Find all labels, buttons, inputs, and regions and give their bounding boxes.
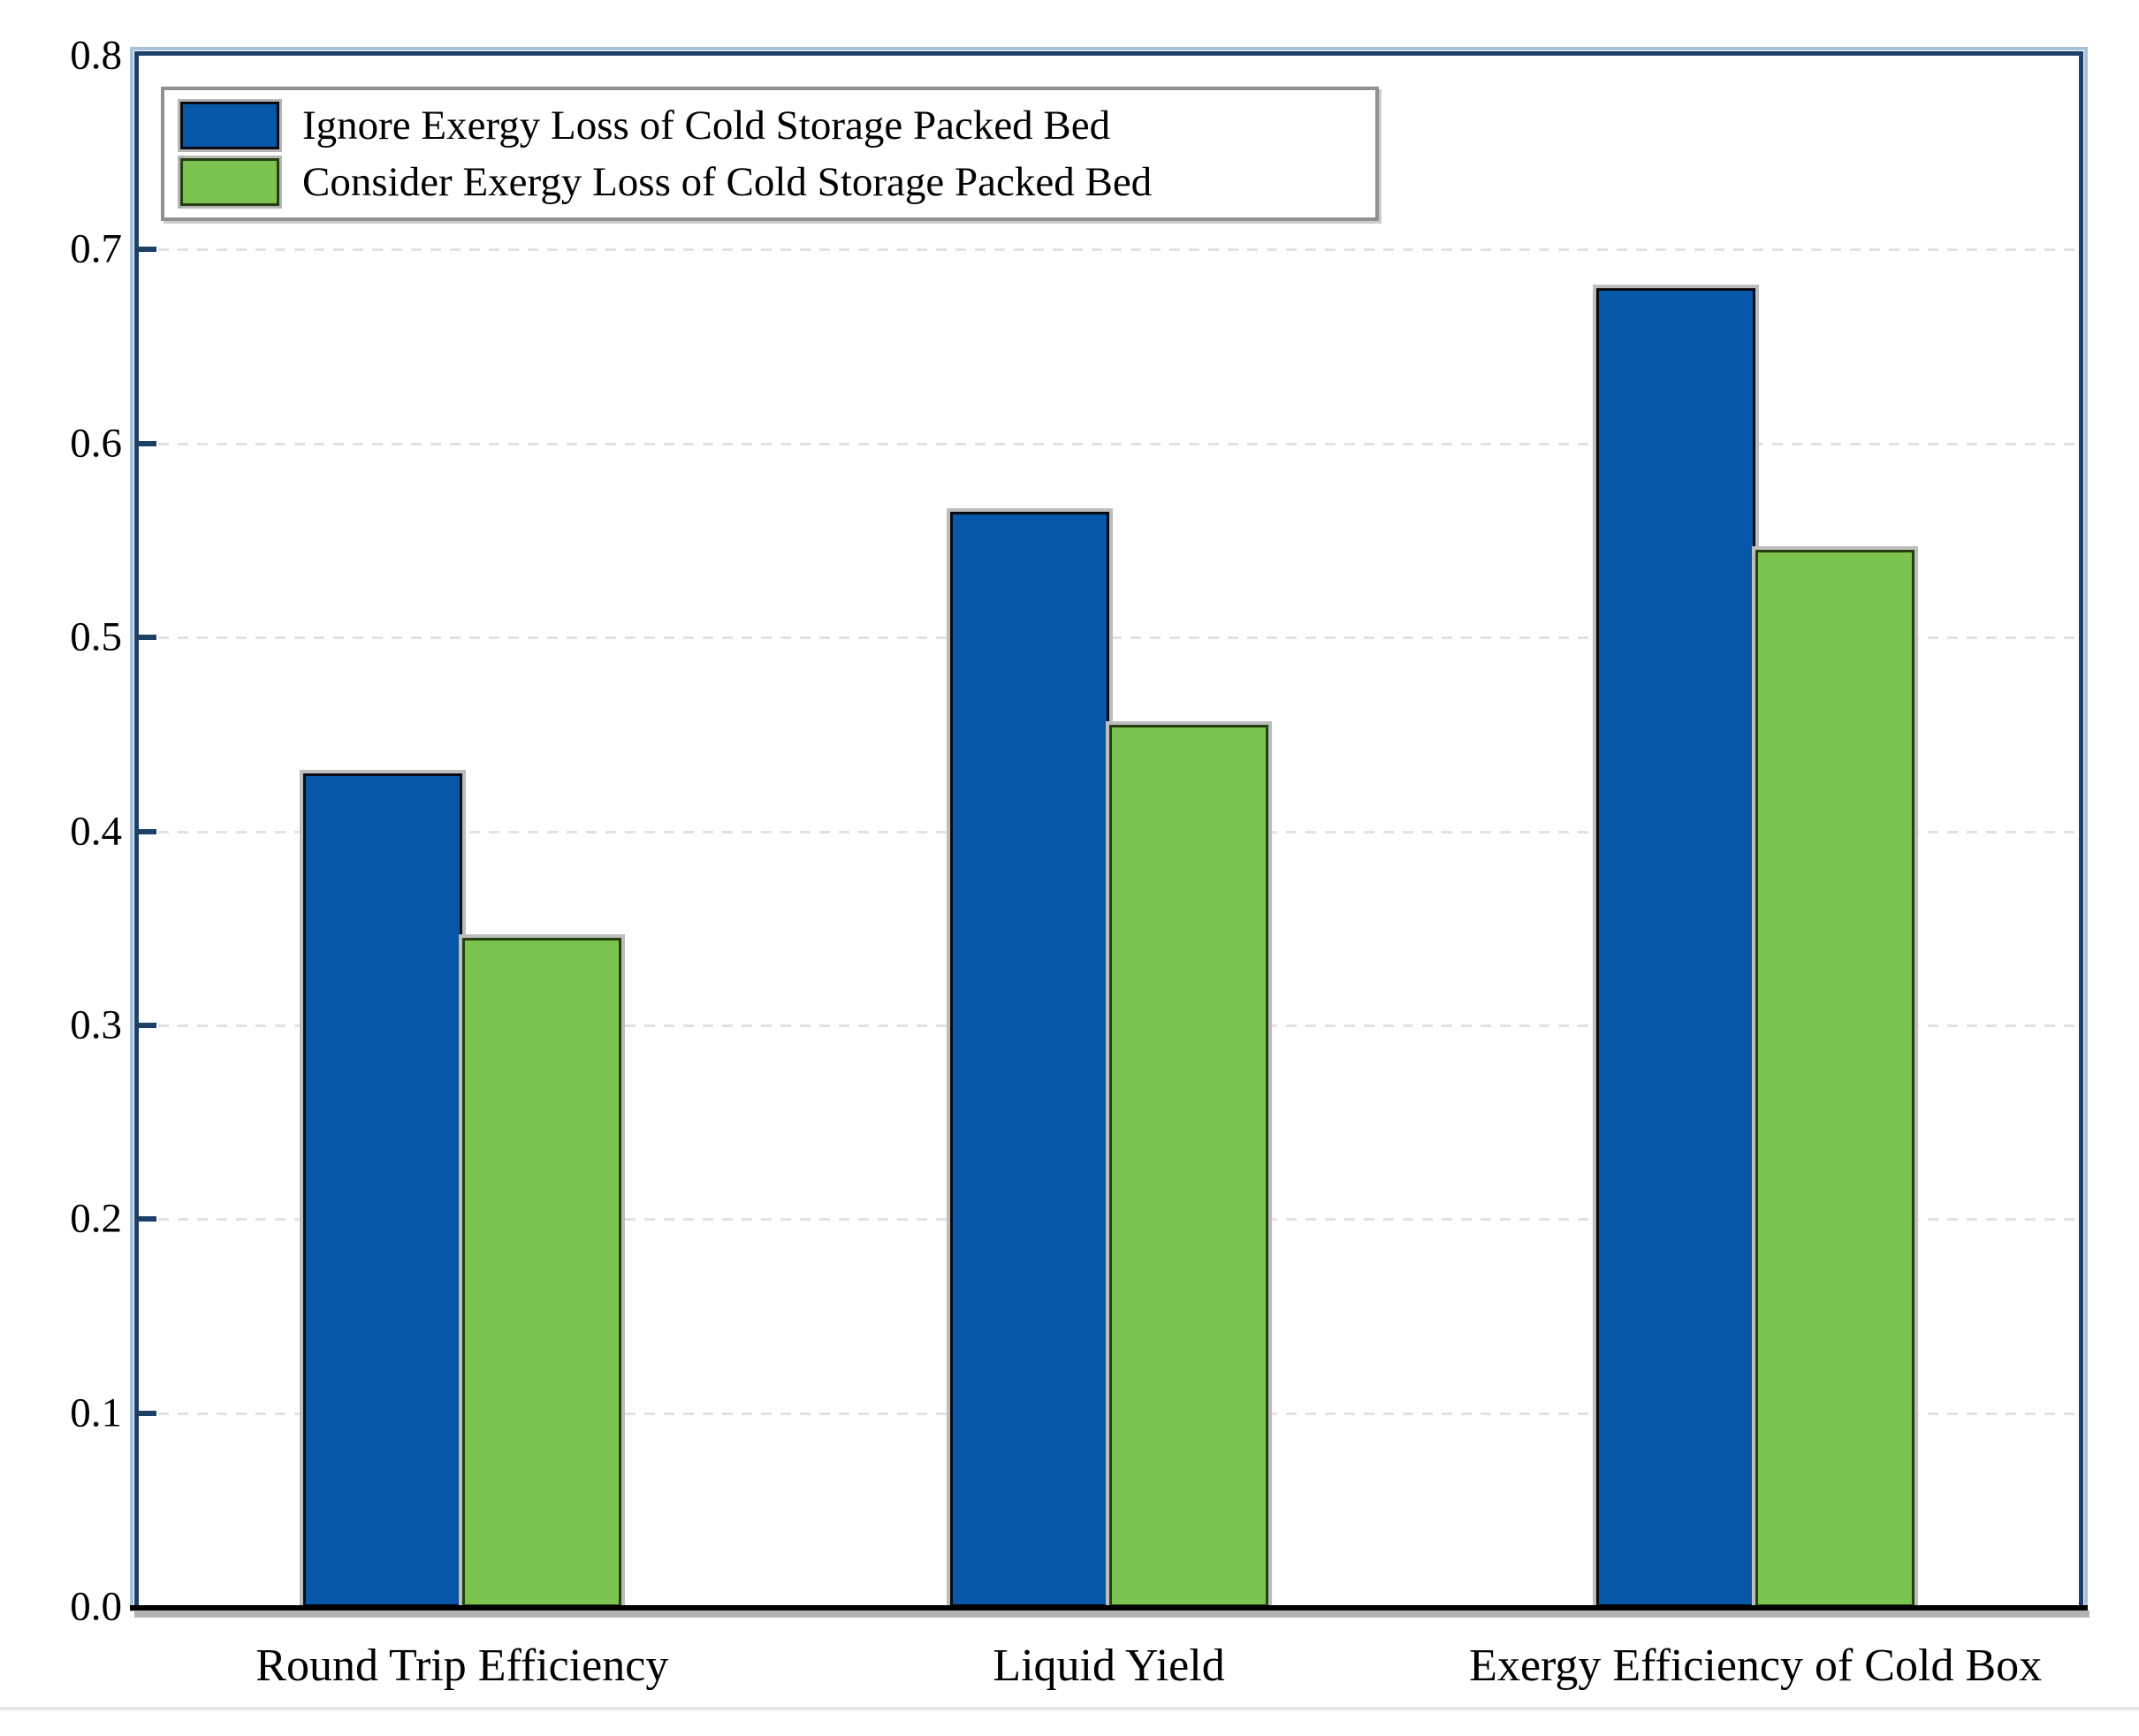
legend-swatch-consider <box>178 156 282 209</box>
y-axis-tick-label: 0.4 <box>70 808 122 854</box>
y-tick-mark <box>139 635 156 641</box>
x-axis-line <box>130 1605 2088 1610</box>
legend-item: Consider Exergy Loss of Cold Storage Pac… <box>178 156 1359 209</box>
category-label: Exergy Efficiency of Cold Box <box>1469 1641 2043 1691</box>
y-tick-mark <box>139 1216 156 1222</box>
legend-item: Ignore Exergy Loss of Cold Storage Packe… <box>178 99 1359 152</box>
y-tick-mark <box>139 1410 156 1416</box>
legend-label: Consider Exergy Loss of Cold Storage Pac… <box>302 159 1153 205</box>
y-tick-mark <box>139 828 156 834</box>
category-label: Round Trip Efficiency <box>255 1641 669 1691</box>
gridline <box>139 442 2079 445</box>
legend-label: Ignore Exergy Loss of Cold Storage Packe… <box>302 103 1111 148</box>
bar-ignore-2 <box>946 507 1113 1611</box>
plot-frame <box>134 51 2083 1611</box>
y-tick-mark <box>139 440 156 446</box>
bar-consider-2 <box>1105 720 1272 1611</box>
y-axis-tick-label: 0.5 <box>70 613 122 660</box>
bar-consider-1 <box>458 934 625 1610</box>
y-axis-tick-label: 0.8 <box>70 32 122 79</box>
y-tick-mark <box>139 247 156 253</box>
gridline <box>139 248 2079 252</box>
bar-ignore-1 <box>299 769 466 1611</box>
bar-ignore-3 <box>1593 285 1760 1610</box>
y-axis-tick-label: 0.3 <box>70 1001 122 1048</box>
y-axis-tick-label: 0.0 <box>70 1583 122 1630</box>
page-divider-line <box>0 1707 2139 1710</box>
category-label: Liquid Yield <box>993 1641 1225 1691</box>
y-axis-tick-label: 0.1 <box>70 1390 122 1436</box>
plot-layer <box>139 56 2079 1611</box>
y-axis-tick-label: 0.7 <box>70 225 122 272</box>
bar-consider-3 <box>1752 546 1919 1610</box>
legend: Ignore Exergy Loss of Cold Storage Packe… <box>161 87 1379 221</box>
legend-swatch-ignore <box>178 99 282 152</box>
y-axis-tick-label: 0.6 <box>70 420 122 467</box>
x-axis-shadow <box>134 1610 2090 1618</box>
y-axis-tick-label: 0.2 <box>70 1195 122 1242</box>
y-tick-mark <box>139 1022 156 1028</box>
gridline <box>139 636 2079 640</box>
